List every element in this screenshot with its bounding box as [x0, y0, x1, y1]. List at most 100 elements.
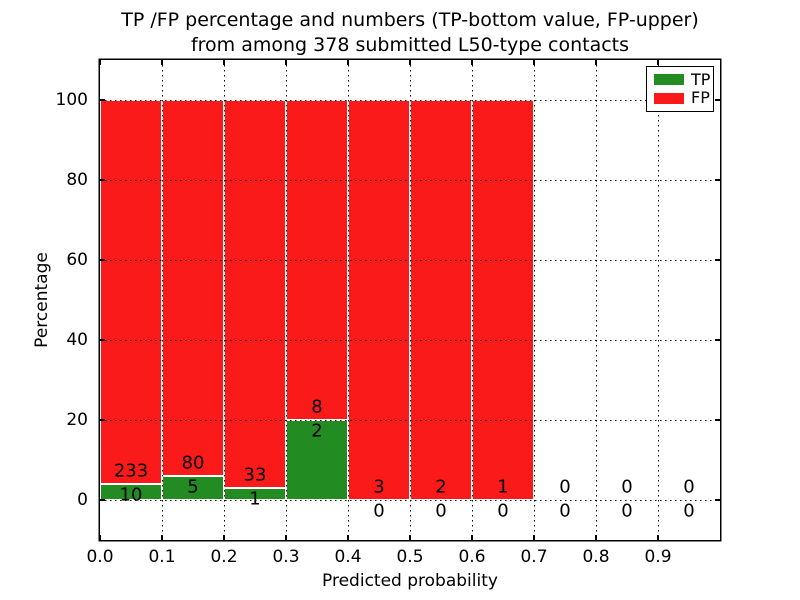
x-tick-mark: [161, 60, 163, 65]
fp-count-label: 3: [373, 476, 385, 498]
grid-line-vertical: [161, 60, 163, 540]
x-tick-label: 0.2: [210, 547, 238, 567]
x-tick-mark: [285, 535, 287, 540]
grid-line-horizontal: [100, 499, 720, 501]
fp-legend-label: FP: [691, 88, 710, 108]
fp-count-label: 1: [497, 476, 509, 498]
grid-line-vertical: [657, 60, 659, 540]
x-tick-mark: [223, 535, 225, 540]
y-tick-label: 0: [77, 490, 88, 510]
y-tick-mark: [100, 339, 105, 341]
x-tick-mark: [161, 535, 163, 540]
y-tick-mark: [715, 339, 720, 341]
tp-count-label: 1: [249, 488, 261, 510]
x-tick-label: 0.0: [86, 547, 114, 567]
grid-line-vertical: [409, 60, 411, 540]
x-tick-mark: [99, 535, 101, 540]
x-tick-label: 0.9: [644, 547, 672, 567]
y-tick-mark: [715, 419, 720, 421]
x-tick-mark: [595, 60, 597, 65]
x-tick-mark: [471, 535, 473, 540]
grid-line-horizontal: [100, 339, 720, 341]
x-tick-mark: [595, 535, 597, 540]
x-tick-label: 0.4: [334, 547, 362, 567]
chart-title: TP /FP percentage and numbers (TP-bottom…: [100, 8, 720, 58]
x-tick-label: 0.1: [148, 547, 176, 567]
x-tick-label: 0.5: [396, 547, 424, 567]
grid-line-horizontal: [100, 259, 720, 261]
chart-title-line2: from among 378 submitted L50-type contac…: [190, 34, 630, 56]
grid-line-vertical: [533, 60, 535, 540]
y-tick-label: 40: [66, 330, 88, 350]
bar-fp: [410, 100, 472, 500]
plot-area: 233 10 80 5 33 1 8 2 3 0 2 0 1 0 0 0 0 0 0 0: [99, 60, 720, 540]
y-tick-label: 20: [66, 410, 88, 430]
grid-line-horizontal: [100, 179, 720, 181]
legend-entry-fp: FP: [654, 90, 710, 106]
y-tick-mark: [100, 99, 105, 101]
fp-count-label: 80: [181, 452, 205, 474]
x-tick-mark: [99, 60, 101, 65]
fp-count-label: 0: [559, 476, 571, 498]
y-tick-mark: [100, 419, 105, 421]
y-tick-mark: [715, 99, 720, 101]
fp-swatch-icon: [654, 92, 684, 104]
x-tick-mark: [285, 60, 287, 65]
chart-title-line1: TP /FP percentage and numbers (TP-bottom…: [121, 9, 699, 31]
bar-fp: [162, 100, 224, 477]
fp-count-label: 2: [435, 476, 447, 498]
x-axis-label: Predicted probability: [322, 571, 498, 591]
y-tick-mark: [715, 259, 720, 261]
tp-swatch-icon: [654, 74, 684, 86]
legend: TP FP: [646, 66, 714, 112]
x-tick-label: 0.3: [272, 547, 300, 567]
fp-count-label: 33: [243, 464, 267, 486]
bar-fp: [100, 100, 162, 484]
y-tick-mark: [100, 499, 105, 501]
bar-fp: [348, 100, 410, 500]
tp-count-label: 0: [683, 500, 695, 522]
y-tick-label: 80: [66, 170, 88, 190]
bar-fp: [224, 100, 286, 489]
x-tick-label: 0.7: [520, 547, 548, 567]
x-tick-mark: [409, 535, 411, 540]
fp-count-label: 8: [311, 396, 323, 418]
x-tick-label: 0.8: [582, 547, 610, 567]
tp-count-label: 10: [119, 484, 143, 506]
grid-line-vertical: [595, 60, 597, 540]
tp-count-label: 0: [621, 500, 633, 522]
tp-count-label: 0: [559, 500, 571, 522]
x-tick-mark: [533, 60, 535, 65]
y-tick-mark: [715, 179, 720, 181]
y-tick-label: 100: [55, 90, 88, 110]
fp-count-label: 0: [621, 476, 633, 498]
grid-line-vertical: [285, 60, 287, 540]
tp-count-label: 0: [373, 500, 385, 522]
y-tick-mark: [100, 259, 105, 261]
grid-line-vertical: [347, 60, 349, 540]
x-tick-mark: [471, 60, 473, 65]
tp-count-label: 2: [311, 420, 323, 442]
fp-count-label: 0: [683, 476, 695, 498]
tp-count-label: 0: [497, 500, 509, 522]
tp-count-label: 5: [187, 476, 199, 498]
x-tick-mark: [223, 60, 225, 65]
tp-legend-label: TP: [691, 69, 711, 89]
legend-entry-tp: TP: [654, 71, 710, 88]
x-tick-mark: [657, 535, 659, 540]
y-tick-mark: [715, 499, 720, 501]
grid-line-horizontal: [100, 419, 720, 421]
x-tick-mark: [533, 535, 535, 540]
grid-line-horizontal: [100, 99, 720, 101]
fp-count-label: 233: [113, 460, 149, 482]
grid-line-vertical: [471, 60, 473, 540]
x-tick-mark: [347, 535, 349, 540]
bar-fp: [472, 100, 534, 500]
tp-count-label: 0: [435, 500, 447, 522]
x-tick-label: 0.6: [458, 547, 486, 567]
grid-line-vertical: [223, 60, 225, 540]
x-tick-mark: [409, 60, 411, 65]
y-tick-mark: [100, 179, 105, 181]
x-tick-mark: [347, 60, 349, 65]
